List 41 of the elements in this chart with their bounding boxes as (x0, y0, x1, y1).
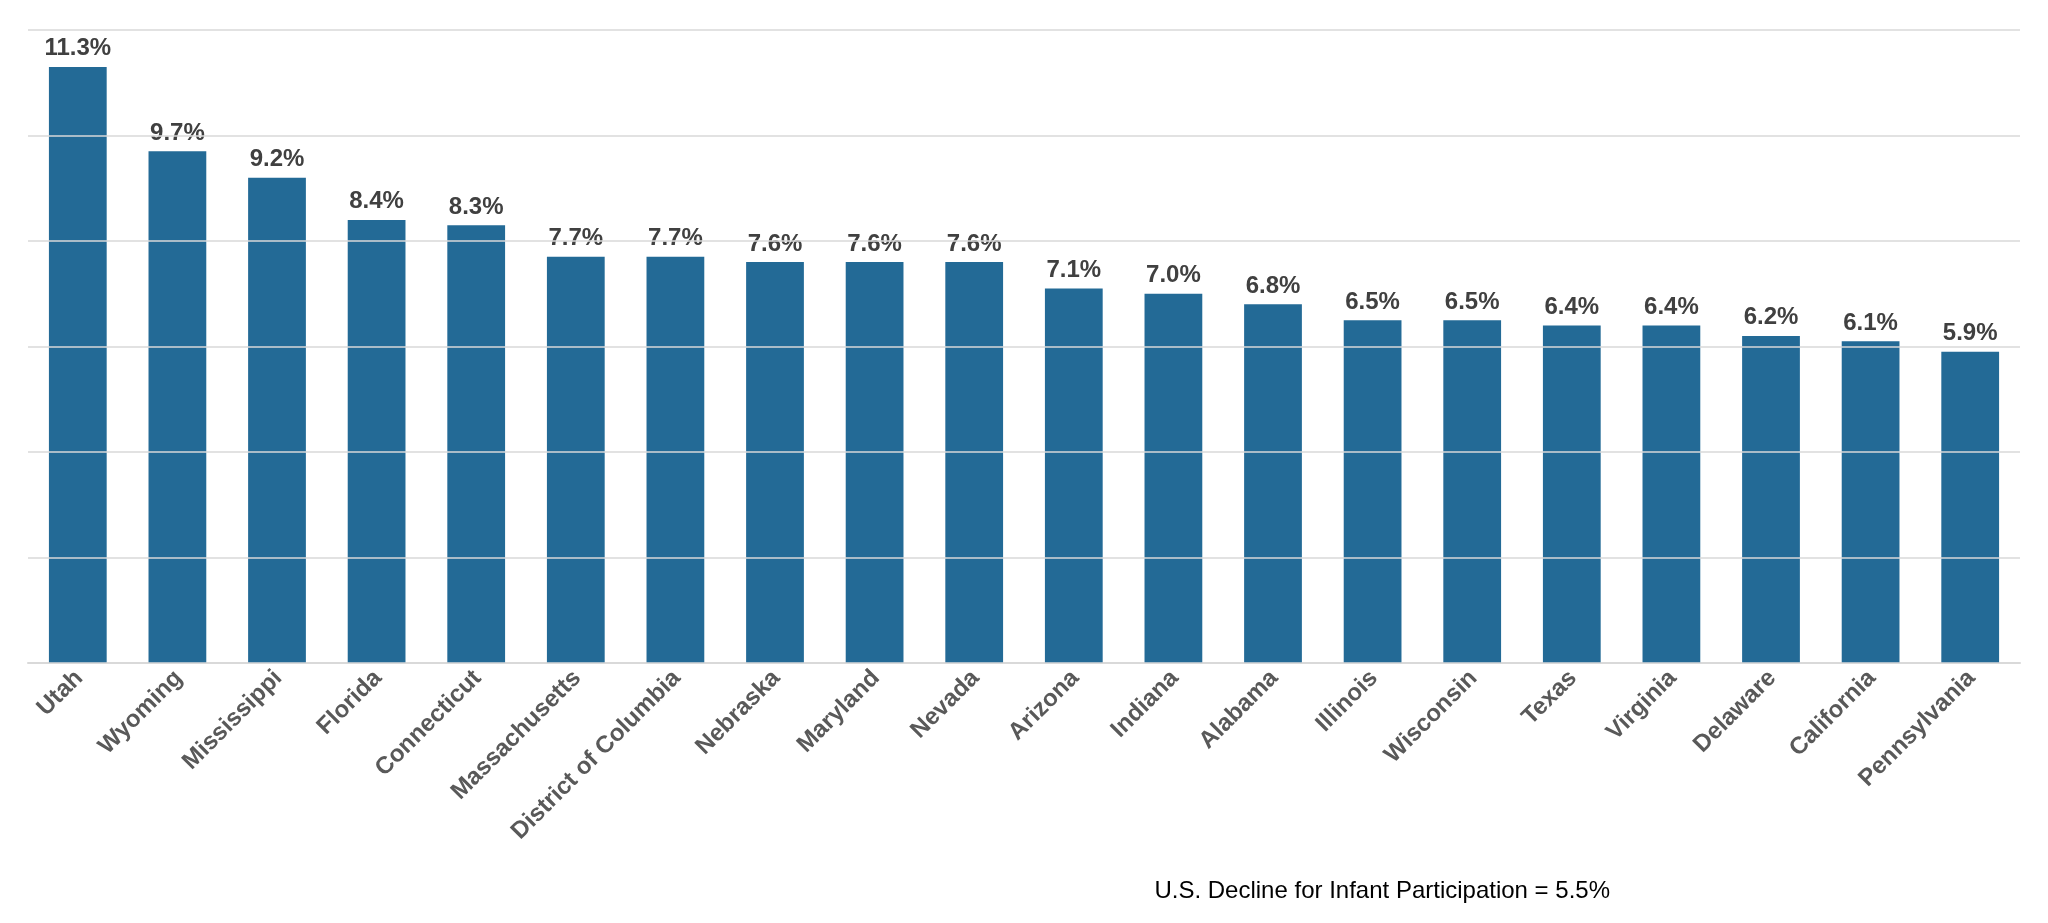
bar (1144, 293, 1203, 663)
data-label: 7.7% (648, 223, 703, 251)
bar (1542, 325, 1601, 663)
bar (1841, 341, 1900, 663)
bar (1443, 320, 1502, 663)
data-label: 8.4% (349, 186, 404, 214)
bar (746, 262, 804, 663)
bar (248, 177, 306, 663)
data-label: 6.4% (1544, 291, 1600, 319)
bar (48, 66, 107, 663)
bar (1044, 288, 1103, 663)
data-label: 7.1% (1046, 254, 1102, 282)
data-label: 6.1% (1843, 307, 1898, 335)
bar (1941, 351, 2000, 663)
bar (945, 262, 1004, 663)
bar (845, 262, 904, 663)
bar (1343, 320, 1402, 663)
data-label: 7.0% (1146, 260, 1201, 288)
data-label: 9.2% (249, 144, 305, 172)
bar (1642, 325, 1701, 663)
bar (447, 225, 506, 663)
data-label: 6.5% (1345, 286, 1400, 314)
data-label: 5.9% (1942, 318, 1998, 346)
bar (347, 219, 406, 663)
data-label: 6.8% (1245, 270, 1301, 298)
data-label: 6.2% (1743, 302, 1799, 330)
text: U.S. Decline for Infant Participation = 5.5% (1154, 875, 1611, 903)
bar (1244, 304, 1302, 663)
data-label: 11.3% (44, 33, 112, 61)
data-label: 9.7% (150, 117, 205, 145)
data-label: 8.3% (448, 191, 504, 219)
data-label: 7.6% (747, 228, 803, 256)
bar (546, 256, 605, 663)
data-label: 7.6% (847, 228, 902, 256)
data-label: 7.7% (548, 223, 604, 251)
data-label: 6.4% (1644, 291, 1699, 319)
data-label: 6.5% (1444, 286, 1500, 314)
data-label: 7.6% (946, 228, 1002, 256)
bar (148, 151, 207, 663)
bar (646, 256, 705, 663)
bar (1742, 335, 1800, 663)
